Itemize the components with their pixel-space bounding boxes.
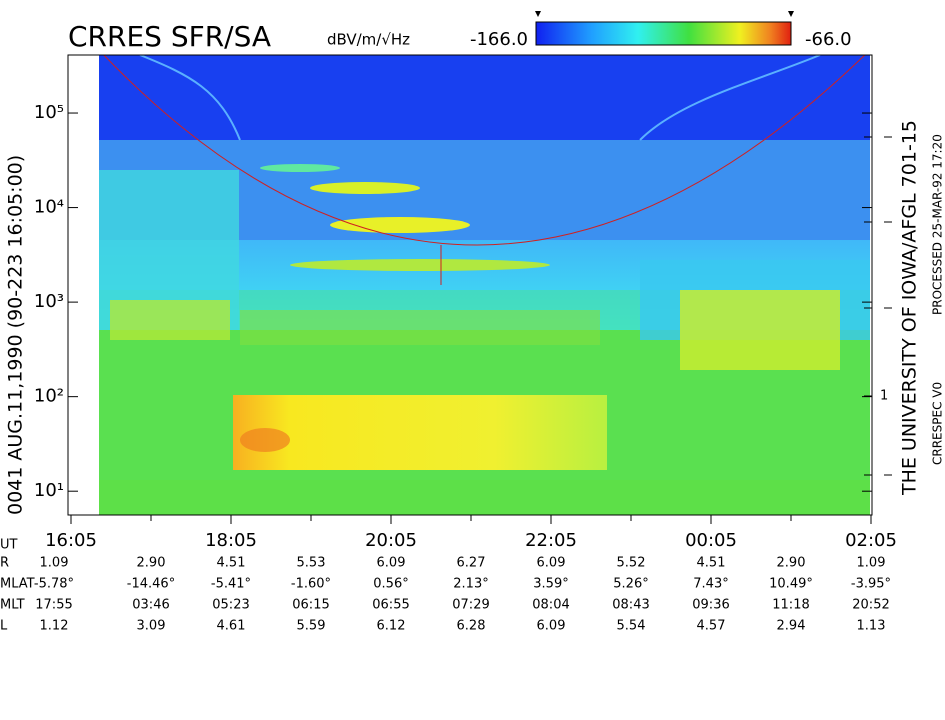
y-tick-label: 10⁴ bbox=[34, 197, 64, 218]
ephemeris-row-label: L bbox=[0, 619, 8, 634]
ephemeris-value: -5.78° bbox=[34, 577, 74, 592]
ephemeris-value: 4.51 bbox=[217, 556, 246, 571]
ephemeris-value: 1.09 bbox=[40, 556, 69, 571]
ephemeris-value: 5.26° bbox=[613, 577, 648, 592]
ephemeris-value: 20:52 bbox=[852, 598, 889, 613]
x-tick-label: 02:05 bbox=[845, 530, 897, 551]
software-version: CRRESPEC V0 bbox=[931, 382, 945, 465]
x-tick-label: 00:05 bbox=[685, 530, 737, 551]
ephemeris-value: 3.59° bbox=[533, 577, 568, 592]
right-axis-ticks bbox=[864, 136, 892, 476]
ephemeris-value: 5.53 bbox=[297, 556, 326, 571]
ephemeris-value: 1.12 bbox=[40, 619, 69, 634]
ephemeris-value: 5.52 bbox=[617, 556, 646, 571]
ephemeris-value: 08:04 bbox=[532, 598, 569, 613]
ephemeris-value: 6.27 bbox=[457, 556, 486, 571]
y-tick-label: 10² bbox=[34, 386, 64, 407]
ephemeris-row-label: MLT bbox=[0, 598, 25, 613]
ephemeris-value: 5.54 bbox=[617, 619, 646, 634]
x-tick-label: 18:05 bbox=[205, 530, 257, 551]
ephemeris-value: 03:46 bbox=[132, 598, 169, 613]
ephemeris-row-label: R bbox=[0, 556, 9, 571]
x-tick-label: 20:05 bbox=[365, 530, 417, 551]
ephemeris-value: 2.13° bbox=[453, 577, 488, 592]
ephemeris-value: 6.12 bbox=[377, 619, 406, 634]
plot-frame bbox=[67, 54, 873, 516]
ephemeris-value: 4.51 bbox=[697, 556, 726, 571]
colorbar-max-label: -66.0 bbox=[805, 29, 852, 50]
spectrogram-image bbox=[99, 55, 870, 515]
ephemeris-value: 3.09 bbox=[137, 619, 166, 634]
ephemeris-value: -3.95° bbox=[851, 577, 891, 592]
ephemeris-value: 6.09 bbox=[537, 556, 566, 571]
ephemeris-value: 06:55 bbox=[372, 598, 409, 613]
y-tick-label: 10³ bbox=[34, 291, 64, 312]
colorbar-markers bbox=[535, 11, 794, 17]
ephemeris-value: -5.41° bbox=[211, 577, 251, 592]
ephemeris-value: 08:43 bbox=[612, 598, 649, 613]
ephemeris-value: 17:55 bbox=[35, 598, 72, 613]
ephemeris-value: 07:29 bbox=[452, 598, 489, 613]
colorbar-unit: dBV/m/√Hz bbox=[327, 31, 410, 49]
ephemeris-value: 7.43° bbox=[693, 577, 728, 592]
colorbar bbox=[535, 21, 792, 46]
colorbar-min-label: -166.0 bbox=[470, 29, 528, 50]
ephemeris-value: 09:36 bbox=[692, 598, 729, 613]
ephemeris-value: 2.90 bbox=[777, 556, 806, 571]
ut-label: UT bbox=[0, 538, 18, 553]
ephemeris-value: 05:23 bbox=[212, 598, 249, 613]
ephemeris-value: 2.94 bbox=[777, 619, 806, 634]
ephemeris-row-label: MLAT bbox=[0, 577, 35, 592]
ephemeris-value: 1.09 bbox=[857, 556, 886, 571]
credit: THE UNIVERSITY OF IOWA/AFGL 701-15 bbox=[899, 120, 921, 496]
x-tick-label: 22:05 bbox=[525, 530, 577, 551]
ephemeris-value: 10.49° bbox=[769, 577, 813, 592]
y-tick-label: 10⁵ bbox=[34, 102, 64, 123]
chart-title: CRRES SFR/SA bbox=[68, 20, 271, 53]
ephemeris-value: 4.61 bbox=[217, 619, 246, 634]
ephemeris-value: 6.09 bbox=[537, 619, 566, 634]
ephemeris-value: 11:18 bbox=[772, 598, 809, 613]
ephemeris-value: -14.46° bbox=[127, 577, 175, 592]
ephemeris-value: 6.09 bbox=[377, 556, 406, 571]
ephemeris-value: 0.56° bbox=[373, 577, 408, 592]
ephemeris-value: 06:15 bbox=[292, 598, 329, 613]
ephemeris-value: -1.60° bbox=[291, 577, 331, 592]
ephemeris-value: 2.90 bbox=[137, 556, 166, 571]
y-axis-label: 0041 AUG.11,1990 (90-223 16:05:00) bbox=[5, 155, 27, 515]
right-axis-label: 1 bbox=[880, 389, 888, 404]
ephemeris-value: 5.59 bbox=[297, 619, 326, 634]
y-tick-label: 10¹ bbox=[34, 480, 64, 501]
ephemeris-value: 6.28 bbox=[457, 619, 486, 634]
ephemeris-value: 4.57 bbox=[697, 619, 726, 634]
x-tick-label: 16:05 bbox=[45, 530, 97, 551]
processed-date: PROCESSED 25-MAR-92 17:20 bbox=[931, 134, 945, 315]
ephemeris-value: 1.13 bbox=[857, 619, 886, 634]
